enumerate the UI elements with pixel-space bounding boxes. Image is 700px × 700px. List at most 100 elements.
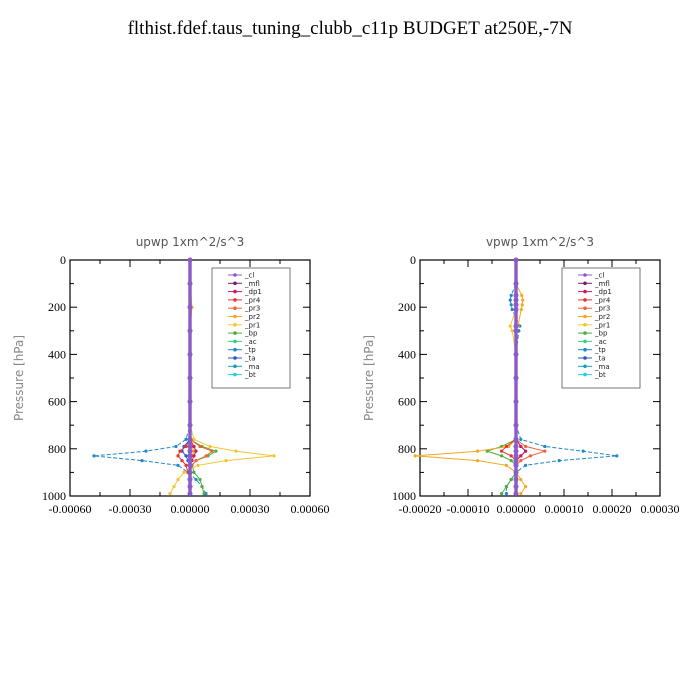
legend-label: _ma — [244, 363, 260, 371]
page-title: flthist.fdef.taus_tuning_clubb_c11p BUDG… — [127, 18, 573, 39]
data-point — [508, 298, 512, 302]
data-point — [187, 281, 193, 286]
legend-label: _pr4 — [244, 296, 261, 304]
legend-label: _ta — [244, 355, 256, 363]
data-point — [513, 484, 519, 489]
data-point — [187, 470, 193, 475]
legend-label: _tp — [244, 346, 256, 354]
data-point — [510, 329, 514, 333]
data-point — [92, 454, 96, 458]
data-point — [513, 307, 519, 312]
data-point — [509, 459, 513, 463]
data-point — [513, 293, 519, 298]
data-point — [187, 458, 193, 463]
legend-label: _mfl — [594, 280, 610, 288]
data-point — [513, 257, 519, 263]
y-tick-label: 400 — [398, 347, 416, 361]
data-point — [192, 454, 196, 458]
data-point — [504, 463, 508, 467]
y-tick-label: 400 — [48, 347, 66, 361]
data-point — [204, 454, 208, 458]
data-point — [224, 459, 228, 463]
data-point — [513, 458, 519, 463]
y-tick-label: 200 — [398, 300, 416, 314]
data-point — [521, 298, 525, 302]
legend-marker — [233, 323, 237, 327]
series-line-pr2 — [415, 260, 527, 494]
data-point — [198, 477, 202, 482]
data-point — [234, 449, 238, 453]
data-point — [194, 459, 198, 463]
legend-marker — [583, 281, 587, 286]
legend-marker — [233, 347, 237, 352]
data-point — [194, 449, 198, 453]
data-point — [187, 462, 193, 468]
data-point — [519, 477, 523, 482]
data-point — [513, 491, 519, 497]
data-point — [187, 491, 193, 497]
legend-label: _bp — [244, 330, 258, 338]
data-point — [182, 470, 186, 474]
data-point — [513, 462, 519, 468]
legend-marker — [583, 331, 587, 335]
data-point — [509, 454, 513, 458]
data-point — [509, 293, 513, 297]
data-point — [485, 449, 489, 453]
legend-label: _bp — [594, 330, 608, 338]
data-point — [187, 304, 193, 310]
data-point — [187, 484, 193, 489]
y-tick-label: 1000 — [42, 489, 66, 503]
data-point — [513, 328, 519, 334]
data-point — [476, 449, 480, 453]
data-point — [510, 307, 514, 312]
legend-label: _ac — [244, 338, 257, 346]
legend-label: _pr1 — [594, 321, 610, 329]
data-point — [176, 454, 180, 458]
legend-label: _cl — [244, 272, 254, 280]
data-point — [198, 444, 202, 449]
data-point — [504, 484, 508, 489]
data-point — [144, 449, 148, 453]
data-point — [513, 302, 519, 308]
x-tick-label: -0.00030 — [109, 502, 152, 516]
data-point — [513, 436, 519, 442]
data-point — [519, 437, 523, 441]
legend-marker — [233, 281, 237, 286]
data-point — [581, 449, 585, 453]
data-point — [168, 492, 172, 496]
legend-marker — [233, 372, 237, 377]
x-tick-label: 0.00020 — [593, 502, 632, 516]
data-point — [140, 459, 144, 463]
panel-title-1: upwp 1xm^2/s^3 — [136, 235, 245, 249]
data-point — [509, 303, 513, 307]
data-point — [519, 459, 523, 463]
data-point — [524, 449, 528, 453]
data-point — [500, 449, 504, 453]
data-point — [524, 484, 528, 489]
data-point — [513, 297, 519, 303]
legend-label: _pr2 — [594, 313, 610, 321]
data-point — [210, 449, 214, 453]
legend-label: _ma — [594, 363, 610, 371]
panel-title-2: vpwp 1xm^2/s^3 — [486, 235, 594, 249]
legend-marker — [583, 289, 587, 294]
data-point — [513, 448, 519, 454]
legend-marker — [233, 314, 237, 319]
y-tick-label: 800 — [48, 442, 66, 456]
legend-label: _ac — [594, 338, 607, 346]
legend-marker — [233, 273, 237, 277]
legend-marker — [583, 347, 587, 352]
legend-label: _ta — [594, 355, 606, 363]
data-point — [178, 449, 182, 453]
legend-marker — [233, 331, 237, 335]
data-point — [187, 375, 193, 381]
data-point — [615, 454, 619, 458]
x-tick-label: 0.00030 — [641, 502, 680, 516]
data-point — [513, 352, 519, 357]
data-point — [187, 436, 193, 442]
legend-label: _mfl — [244, 280, 260, 288]
legend-label: _pr2 — [244, 313, 260, 321]
legend-marker — [233, 356, 237, 360]
data-point — [272, 454, 276, 458]
